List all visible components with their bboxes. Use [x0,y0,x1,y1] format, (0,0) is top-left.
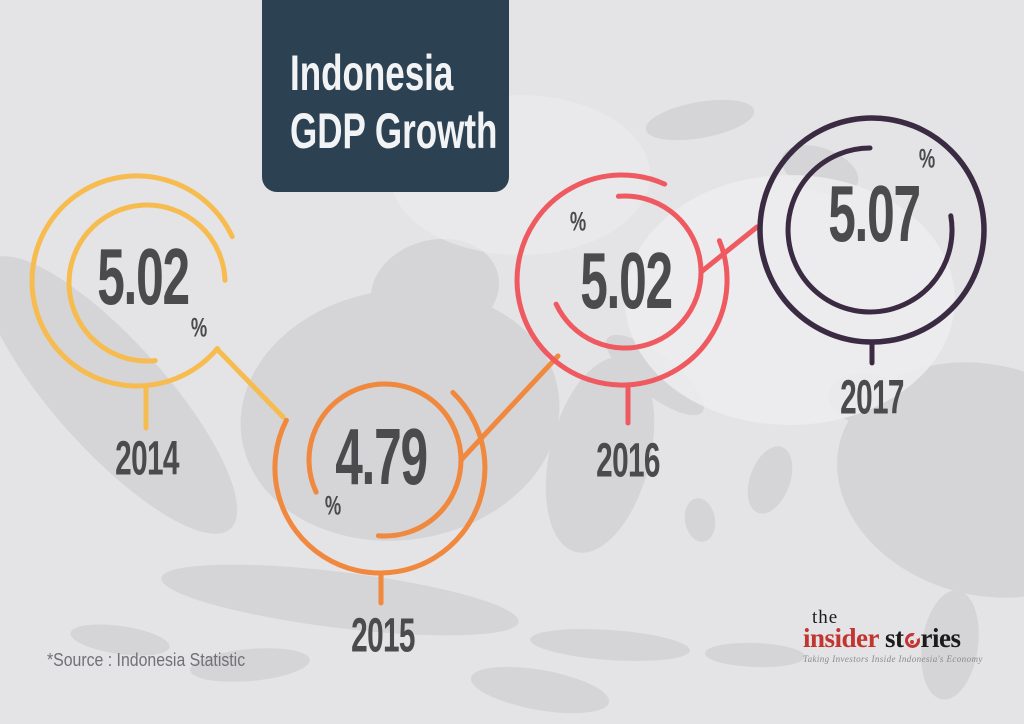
map-island [747,446,793,514]
connector-line-2014 [214,346,286,420]
map-island [530,629,690,661]
gdp-value-2017: 5.07 [828,169,921,258]
logo-insider: insider [803,623,880,653]
map-island [0,256,238,534]
inner-ring-2015 [306,381,464,539]
logo-stories-post: ries [920,623,961,653]
logo-stories: st ries [885,623,961,653]
inner-ring-2014 [66,202,228,364]
logo-wordmark: insider st ries [803,625,1013,652]
map-island [921,590,979,700]
map-island [705,642,805,668]
percent-sign-2014: % [190,312,208,343]
outer-ring-2017 [757,115,987,345]
logo-the: the [812,607,839,628]
logo-stories-pre: st [885,623,904,653]
year-label-2017: 2017 [840,371,904,425]
map-island [190,648,310,682]
inner-ring-2017 [785,145,955,315]
page-title-line-2: GDP Growth [290,103,498,159]
connector-line-2016 [698,224,760,275]
map-island [645,99,755,141]
map-island [606,334,704,416]
map-island [684,498,716,542]
map-island [837,362,1024,598]
percent-sign-2015: % [324,490,342,521]
map-island [370,238,500,342]
year-label-2016: 2016 [596,434,660,488]
connector-line-2015 [458,353,561,463]
outer-ring-2014 [29,173,235,389]
map-island [70,624,170,656]
gdp-value-2015: 4.79 [335,412,428,501]
inner-ring-2016 [553,193,704,351]
percent-sign-2017: % [918,143,936,174]
year-label-2015: 2015 [351,609,415,663]
clock-o-icon [904,633,920,648]
source-note: *Source : Indonesia Statistic [47,650,246,670]
gdp-value-2016: 5.02 [580,236,673,325]
map-island [240,289,560,541]
map-island [470,666,610,714]
year-label-2014: 2014 [115,432,179,486]
outer-ring-2015 [272,390,488,576]
brand-logo: the insider st ries Taking Investors Insid… [803,608,1013,664]
gdp-value-2014: 5.02 [97,232,190,321]
map-island [161,564,519,636]
percent-sign-2016: % [569,206,587,237]
logo-tagline: Taking Investors Inside Indonesia's Econ… [803,654,983,664]
outer-ring-2016 [514,172,730,388]
title-box: Indonesia GDP Growth [262,0,509,192]
page-title-line-1: Indonesia [290,45,454,101]
